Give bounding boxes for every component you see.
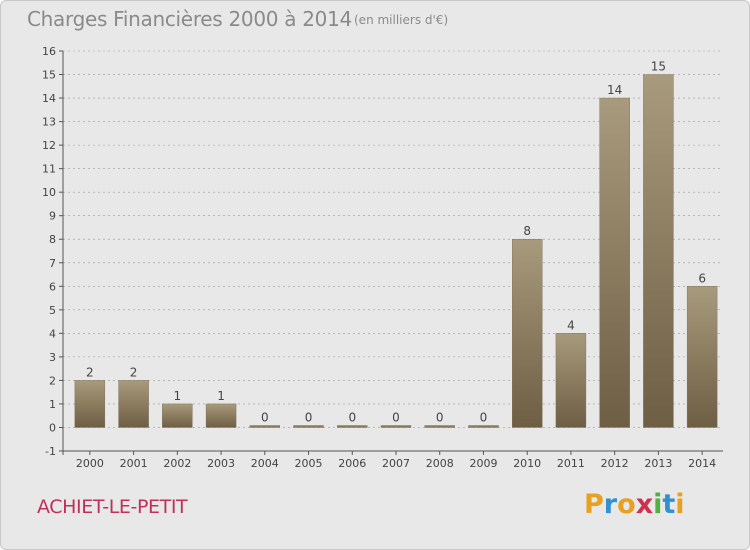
data-label-2013: 15 xyxy=(651,60,666,74)
bar-2004 xyxy=(249,425,281,428)
bar-2002 xyxy=(162,403,193,428)
x-tick-label-2013: 2013 xyxy=(644,457,672,470)
logo-letter: i xyxy=(653,489,663,520)
logo-letter: i xyxy=(675,489,685,520)
y-tick-label: 1 xyxy=(49,398,56,411)
y-tick-label: 5 xyxy=(49,304,56,317)
y-tick-label: 12 xyxy=(42,139,56,152)
data-label-2010: 8 xyxy=(523,224,531,238)
bar-2001 xyxy=(118,380,149,428)
bar-2000 xyxy=(74,380,106,428)
y-tick-label: 10 xyxy=(42,186,56,199)
commune-name: ACHIET-LE-PETIT xyxy=(37,496,188,518)
x-tick-label-2000: 2000 xyxy=(76,457,104,470)
y-tick-label: 11 xyxy=(42,163,56,176)
y-tick-label: -1 xyxy=(45,445,56,458)
x-tick-label-2003: 2003 xyxy=(207,457,235,470)
logo-letter: P xyxy=(584,489,604,520)
x-tick-label-2007: 2007 xyxy=(382,457,410,470)
bar-2010 xyxy=(512,239,543,428)
bar-2009 xyxy=(468,425,499,428)
x-tick-label-2001: 2001 xyxy=(120,457,148,470)
logo-letter: x xyxy=(635,489,654,520)
x-tick-label-2008: 2008 xyxy=(426,457,454,470)
x-tick-label-2002: 2002 xyxy=(163,457,191,470)
logo-letter: r xyxy=(603,489,618,520)
x-tick-label-2005: 2005 xyxy=(295,457,323,470)
y-tick-label: 9 xyxy=(49,210,56,223)
logo-letter: t xyxy=(662,489,676,520)
x-tick-label-2006: 2006 xyxy=(338,457,366,470)
bar-2013 xyxy=(643,74,674,428)
bar-2011 xyxy=(555,333,587,428)
data-label-2006: 0 xyxy=(348,410,356,424)
y-tick-label: 8 xyxy=(49,233,56,246)
data-label-2008: 0 xyxy=(436,410,444,424)
logo-letter: o xyxy=(617,489,636,520)
x-tick-label-2012: 2012 xyxy=(601,457,629,470)
x-tick-label-2004: 2004 xyxy=(251,457,279,470)
bar-2006 xyxy=(337,425,368,428)
data-label-2000: 2 xyxy=(86,365,94,379)
data-label-2009: 0 xyxy=(480,410,488,424)
y-tick-label: 6 xyxy=(49,280,56,293)
data-label-2004: 0 xyxy=(261,410,269,424)
data-label-2011: 4 xyxy=(567,318,575,332)
bar-2014 xyxy=(686,286,718,428)
data-label-2012: 14 xyxy=(607,83,622,97)
y-tick-label: 16 xyxy=(42,45,56,58)
bar-2012 xyxy=(599,97,630,428)
chart-subtitle: (en milliers d'€) xyxy=(354,13,449,27)
data-label-2003: 1 xyxy=(217,389,225,403)
x-tick-label-2014: 2014 xyxy=(688,457,716,470)
y-tick-label: 15 xyxy=(42,69,56,82)
x-tick-label-2011: 2011 xyxy=(557,457,585,470)
data-label-2002: 1 xyxy=(174,389,182,403)
y-tick-label: 14 xyxy=(42,92,56,105)
x-tick-label-2010: 2010 xyxy=(513,457,541,470)
bar-2007 xyxy=(380,425,412,428)
bar-2003 xyxy=(205,403,237,428)
proxiti-logo: Proxiti xyxy=(584,489,685,520)
data-label-2007: 0 xyxy=(392,410,400,424)
data-label-2005: 0 xyxy=(305,410,313,424)
y-tick-label: 13 xyxy=(42,116,56,129)
y-tick-label: 7 xyxy=(49,257,56,270)
y-tick-label: 2 xyxy=(49,374,56,387)
bar-2008 xyxy=(424,425,455,428)
y-tick-label: 0 xyxy=(49,421,56,434)
y-tick-label: 3 xyxy=(49,351,56,364)
data-label-2014: 6 xyxy=(698,271,706,285)
y-tick-label: 4 xyxy=(49,327,56,340)
x-tick-label-2009: 2009 xyxy=(469,457,497,470)
bar-2005 xyxy=(293,425,324,428)
data-label-2001: 2 xyxy=(130,365,138,379)
chart-title: Charges Financières 2000 à 2014 xyxy=(27,7,352,31)
